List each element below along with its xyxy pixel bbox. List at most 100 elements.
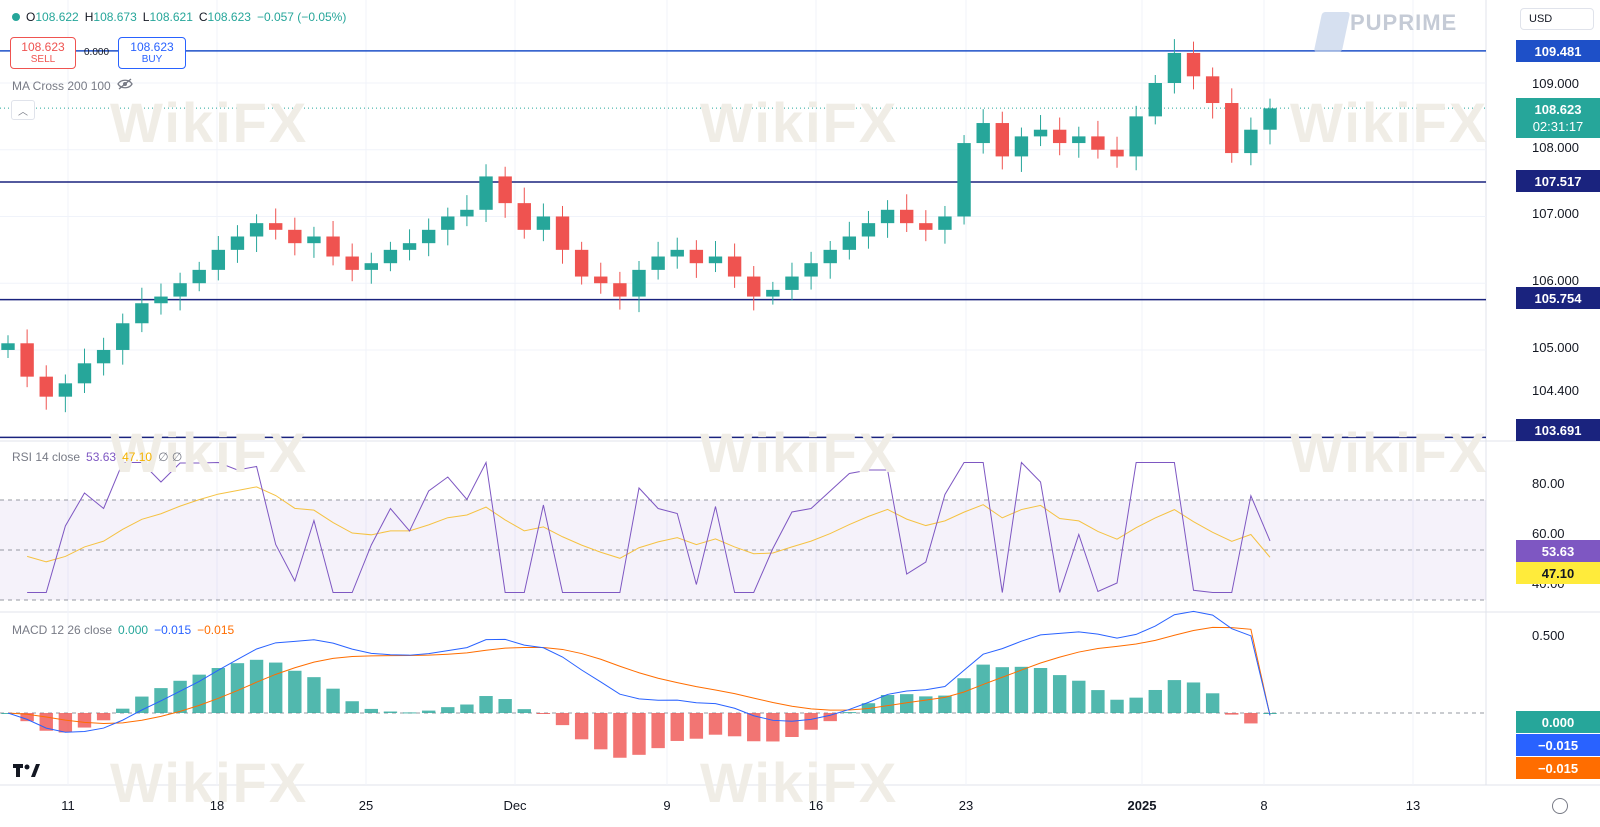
candle-body xyxy=(976,123,990,144)
candle-body xyxy=(307,236,321,244)
rsi-ma-tag: 47.10 xyxy=(1516,562,1600,584)
candle-body xyxy=(747,276,761,297)
rsi-tag: 53.63 xyxy=(1516,540,1600,562)
candle-body xyxy=(632,269,646,297)
candle-body xyxy=(383,249,398,264)
macd-histogram-bar xyxy=(919,696,933,713)
macd-histogram-bar xyxy=(1244,713,1258,724)
ma-cross-legend[interactable]: MA Cross 200 100 xyxy=(12,78,133,93)
level-tag[interactable]: 105.754 xyxy=(1516,287,1600,309)
currency-select[interactable]: USD xyxy=(1520,8,1594,30)
status-dot-icon xyxy=(12,13,20,21)
candle-body xyxy=(1129,116,1143,157)
candle-body xyxy=(364,263,378,270)
watermark: WikiFX xyxy=(700,751,899,814)
rsi-legend[interactable]: RSI 14 close 53.63 47.10 ∅ ∅ xyxy=(12,450,183,464)
macd-histogram-bar xyxy=(269,662,283,713)
macd-histogram-bar xyxy=(689,713,704,739)
macd-histogram-bar xyxy=(1148,689,1162,713)
candle-body xyxy=(613,283,627,297)
macd-histogram-bar xyxy=(957,678,971,713)
macd-histogram-bar xyxy=(1110,699,1124,713)
rsi-pane xyxy=(0,460,1486,601)
candle-body xyxy=(938,216,952,230)
close-value: 108.623 xyxy=(207,10,251,24)
macd-histogram-bar xyxy=(192,674,206,713)
level-tag[interactable]: 103.691 xyxy=(1516,419,1600,441)
macd-histogram-bar xyxy=(900,694,914,713)
sell-button[interactable]: 108.623 SELL xyxy=(10,37,76,69)
collapse-legend-button[interactable]: ︿ xyxy=(11,100,35,120)
macd-histogram-bar xyxy=(345,701,359,713)
level-tag[interactable]: 109.481 xyxy=(1516,40,1600,62)
macd-histogram-bar xyxy=(976,664,990,713)
macd-histogram-bar xyxy=(249,659,264,713)
change-value: −0.057 (−0.05%) xyxy=(256,10,347,24)
level-tag[interactable]: 107.517 xyxy=(1516,170,1600,192)
settings-gear-icon[interactable] xyxy=(1552,798,1568,814)
time-tick: 8 xyxy=(1260,798,1268,813)
time-tick: 11 xyxy=(61,798,75,813)
brand-logo: PUPRIME xyxy=(1350,10,1458,35)
candle-body xyxy=(517,203,531,230)
candle-body xyxy=(441,216,455,230)
candle-body xyxy=(1148,83,1162,117)
candle-body xyxy=(1,343,15,350)
candle-body xyxy=(1205,76,1220,104)
rsi-extra: ∅ ∅ xyxy=(158,450,183,464)
macd-histogram-bar xyxy=(995,667,1009,713)
macd-histogram-bar xyxy=(938,695,952,713)
macd-histogram-bar xyxy=(766,713,780,742)
buy-button[interactable]: 108.623 BUY xyxy=(118,37,186,69)
macd-histogram-bar xyxy=(173,680,187,713)
candle-body xyxy=(842,236,857,250)
candle-body xyxy=(479,176,493,210)
macd-histogram-bar xyxy=(326,688,340,713)
candle-body xyxy=(1110,149,1124,157)
candle-body xyxy=(498,176,512,204)
candle-body xyxy=(288,229,302,244)
candle-body xyxy=(766,289,780,297)
rsi-value: 53.63 xyxy=(86,450,117,464)
watermark: WikiFX xyxy=(700,91,899,154)
candle-body xyxy=(804,263,818,277)
candle-body xyxy=(670,249,684,257)
candle-body xyxy=(555,216,570,250)
tradingview-logo-icon[interactable] xyxy=(13,762,43,783)
macd-histogram-bar xyxy=(211,668,226,713)
macd-histogram-bar xyxy=(536,713,551,714)
macd-histogram-bar xyxy=(1205,693,1220,713)
macd-histogram-bar xyxy=(1225,713,1239,715)
macd-histogram-bar xyxy=(498,699,512,713)
candle-body xyxy=(1167,52,1182,83)
eye-hidden-icon[interactable] xyxy=(116,78,133,93)
macd-histogram-bar xyxy=(1091,690,1105,713)
candle-body xyxy=(58,383,73,397)
time-tick: 13 xyxy=(1405,798,1421,813)
macd-histogram-bar xyxy=(364,708,378,713)
candle-body xyxy=(1263,108,1277,130)
candle-body xyxy=(1052,129,1067,144)
macd-histogram-bar xyxy=(288,670,302,713)
macd-histogram-bar xyxy=(747,713,761,742)
macd-histogram-bar xyxy=(1033,668,1048,713)
candle-body xyxy=(1244,129,1258,154)
macd-histogram-bar xyxy=(77,713,92,728)
macd-histogram-bar xyxy=(670,713,684,741)
candle-body xyxy=(1072,136,1086,144)
rsi-ma-value: 47.10 xyxy=(122,450,153,464)
macd-histogram-bar xyxy=(880,694,895,713)
macd-histogram-bar xyxy=(383,711,398,713)
macd-hist-tag: 0.000 xyxy=(1516,711,1600,733)
macd-legend[interactable]: MACD 12 26 close 0.000 −0.015 −0.015 xyxy=(12,623,235,637)
macd-histogram-bar xyxy=(421,710,436,713)
time-tick: 23 xyxy=(958,798,974,813)
macd-signal-tag: −0.015 xyxy=(1516,757,1600,779)
macd-hist-value: 0.000 xyxy=(118,623,149,637)
time-tick: 18 xyxy=(209,798,225,813)
macd-tick: 0.500 xyxy=(1532,628,1565,643)
macd-line xyxy=(7,610,1271,733)
chevron-up-icon: ︿ xyxy=(18,106,28,118)
